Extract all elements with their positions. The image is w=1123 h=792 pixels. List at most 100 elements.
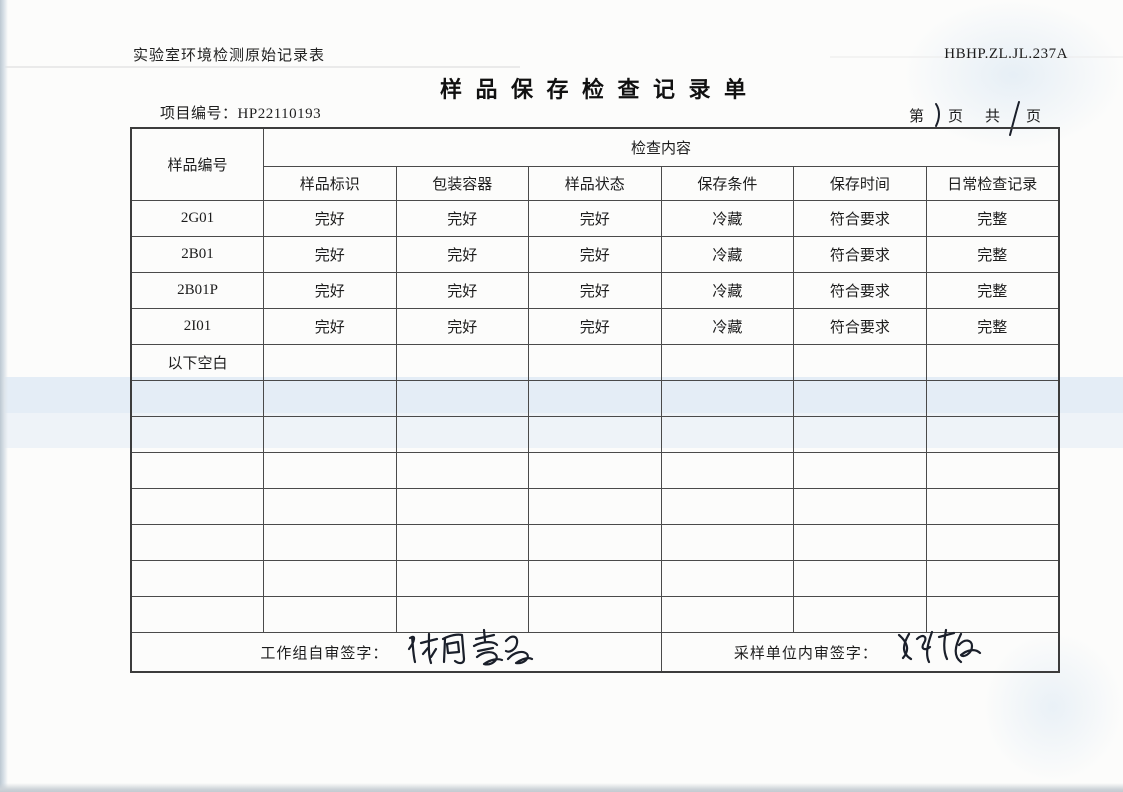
empty-cell bbox=[660, 596, 795, 633]
data-cell: 2G01 bbox=[130, 200, 265, 237]
empty-cell bbox=[263, 560, 397, 597]
header-sample-label: 样品标识 bbox=[263, 166, 397, 201]
scan-edge-left bbox=[0, 0, 8, 792]
header-storage-time: 保存时间 bbox=[793, 166, 927, 201]
data-cell: 完整 bbox=[925, 236, 1060, 273]
project-number-label: 项目编号： bbox=[160, 106, 238, 122]
handwritten-current-page bbox=[931, 102, 943, 128]
empty-cell bbox=[130, 488, 265, 525]
empty-cell bbox=[925, 560, 1060, 597]
data-cell: 完整 bbox=[925, 272, 1060, 309]
header-sample-state: 样品状态 bbox=[528, 166, 662, 201]
table-row: 2B01 完好 完好 完好 冷藏 符合要求 完整 bbox=[130, 236, 1060, 273]
empty-cell bbox=[925, 344, 1060, 381]
empty-cell bbox=[660, 488, 795, 525]
empty-cell bbox=[793, 452, 927, 489]
data-cell: 完整 bbox=[925, 308, 1060, 345]
empty-cell bbox=[793, 596, 927, 633]
empty-cell bbox=[395, 380, 530, 417]
sampling-unit-signature-cell: 采样单位内审签字： bbox=[660, 628, 1060, 673]
data-cell: 完整 bbox=[925, 200, 1060, 237]
empty-cell bbox=[130, 380, 265, 417]
empty-cell bbox=[660, 452, 795, 489]
empty-cell bbox=[528, 344, 662, 381]
empty-cell bbox=[793, 524, 927, 561]
empty-cell bbox=[660, 380, 795, 417]
table-row bbox=[130, 560, 1060, 597]
empty-cell bbox=[395, 524, 530, 561]
pagination-page-unit: 页 bbox=[947, 108, 965, 125]
scan-artifact bbox=[0, 66, 520, 68]
form-code: HBHP.ZL.JL.237A bbox=[944, 46, 1068, 62]
project-number-line: 项目编号：HP22110193 bbox=[160, 102, 321, 123]
header-sample-id: 样品编号 bbox=[130, 127, 265, 201]
table-row: 以下空白 bbox=[130, 344, 1060, 381]
empty-cell bbox=[263, 344, 397, 381]
empty-cell bbox=[130, 452, 265, 489]
data-cell: 完好 bbox=[263, 236, 397, 273]
data-cell: 冷藏 bbox=[660, 308, 795, 345]
table-row bbox=[130, 452, 1060, 489]
empty-cell bbox=[925, 380, 1060, 417]
empty-cell bbox=[263, 488, 397, 525]
empty-cell bbox=[130, 560, 265, 597]
scan-edge-bottom bbox=[0, 783, 1123, 792]
empty-cell bbox=[793, 380, 927, 417]
data-cell: 2I01 bbox=[130, 308, 265, 345]
work-group-signature-label: 工作组自审签字： bbox=[260, 645, 389, 662]
empty-cell bbox=[528, 452, 662, 489]
sampling-unit-signature-label: 采样单位内审签字： bbox=[733, 645, 878, 662]
empty-cell bbox=[263, 380, 397, 417]
empty-cell bbox=[793, 560, 927, 597]
blank-note-cell: 以下空白 bbox=[130, 344, 265, 381]
table-row bbox=[130, 488, 1060, 525]
data-cell: 完好 bbox=[395, 200, 530, 237]
page-title: 样 品 保 存 检 查 记 录 单 bbox=[439, 77, 750, 102]
data-cell: 2B01 bbox=[130, 236, 265, 273]
empty-cell bbox=[130, 524, 265, 561]
work-group-signature-cell: 工作组自审签字： bbox=[130, 628, 662, 673]
empty-cell bbox=[395, 560, 530, 597]
empty-cell bbox=[130, 416, 265, 453]
empty-cell bbox=[130, 596, 265, 633]
header-storage-condition: 保存条件 bbox=[660, 166, 795, 201]
header-packaging-container: 包装容器 bbox=[395, 166, 530, 201]
data-cell: 冷藏 bbox=[660, 272, 795, 309]
empty-cell bbox=[528, 596, 662, 633]
empty-cell bbox=[395, 488, 530, 525]
data-cell: 完好 bbox=[528, 200, 662, 237]
empty-cell bbox=[528, 488, 662, 525]
data-cell: 冷藏 bbox=[660, 236, 795, 273]
empty-cell bbox=[660, 560, 795, 597]
empty-cell bbox=[263, 524, 397, 561]
data-cell: 完好 bbox=[263, 308, 397, 345]
empty-cell bbox=[925, 452, 1060, 489]
data-cell: 完好 bbox=[528, 236, 662, 273]
empty-cell bbox=[925, 596, 1060, 633]
table-row bbox=[130, 380, 1060, 417]
empty-cell bbox=[793, 344, 927, 381]
empty-cell bbox=[263, 416, 397, 453]
table-row: 2I01 完好 完好 完好 冷藏 符合要求 完整 bbox=[130, 308, 1060, 345]
empty-cell bbox=[660, 344, 795, 381]
signature-row: 工作组自审签字： 采样单位内审签字： bbox=[130, 628, 1060, 673]
data-cell: 完好 bbox=[395, 236, 530, 273]
empty-cell bbox=[263, 596, 397, 633]
empty-cell bbox=[528, 524, 662, 561]
empty-cell bbox=[925, 524, 1060, 561]
table-row bbox=[130, 524, 1060, 561]
table-row bbox=[130, 596, 1060, 633]
empty-cell bbox=[793, 488, 927, 525]
data-cell: 完好 bbox=[395, 308, 530, 345]
data-cell: 完好 bbox=[263, 272, 397, 309]
data-cell: 符合要求 bbox=[793, 272, 927, 309]
sample-preservation-table: 样品编号 检查内容 样品标识 包装容器 样品状态 保存条件 保存时间 日常检查记… bbox=[130, 127, 1060, 673]
table-row: 2B01P 完好 完好 完好 冷藏 符合要求 完整 bbox=[130, 272, 1060, 309]
empty-cell bbox=[395, 416, 530, 453]
data-cell: 2B01P bbox=[130, 272, 265, 309]
data-cell: 完好 bbox=[263, 200, 397, 237]
empty-cell bbox=[263, 452, 397, 489]
data-cell: 完好 bbox=[528, 308, 662, 345]
empty-cell bbox=[660, 416, 795, 453]
